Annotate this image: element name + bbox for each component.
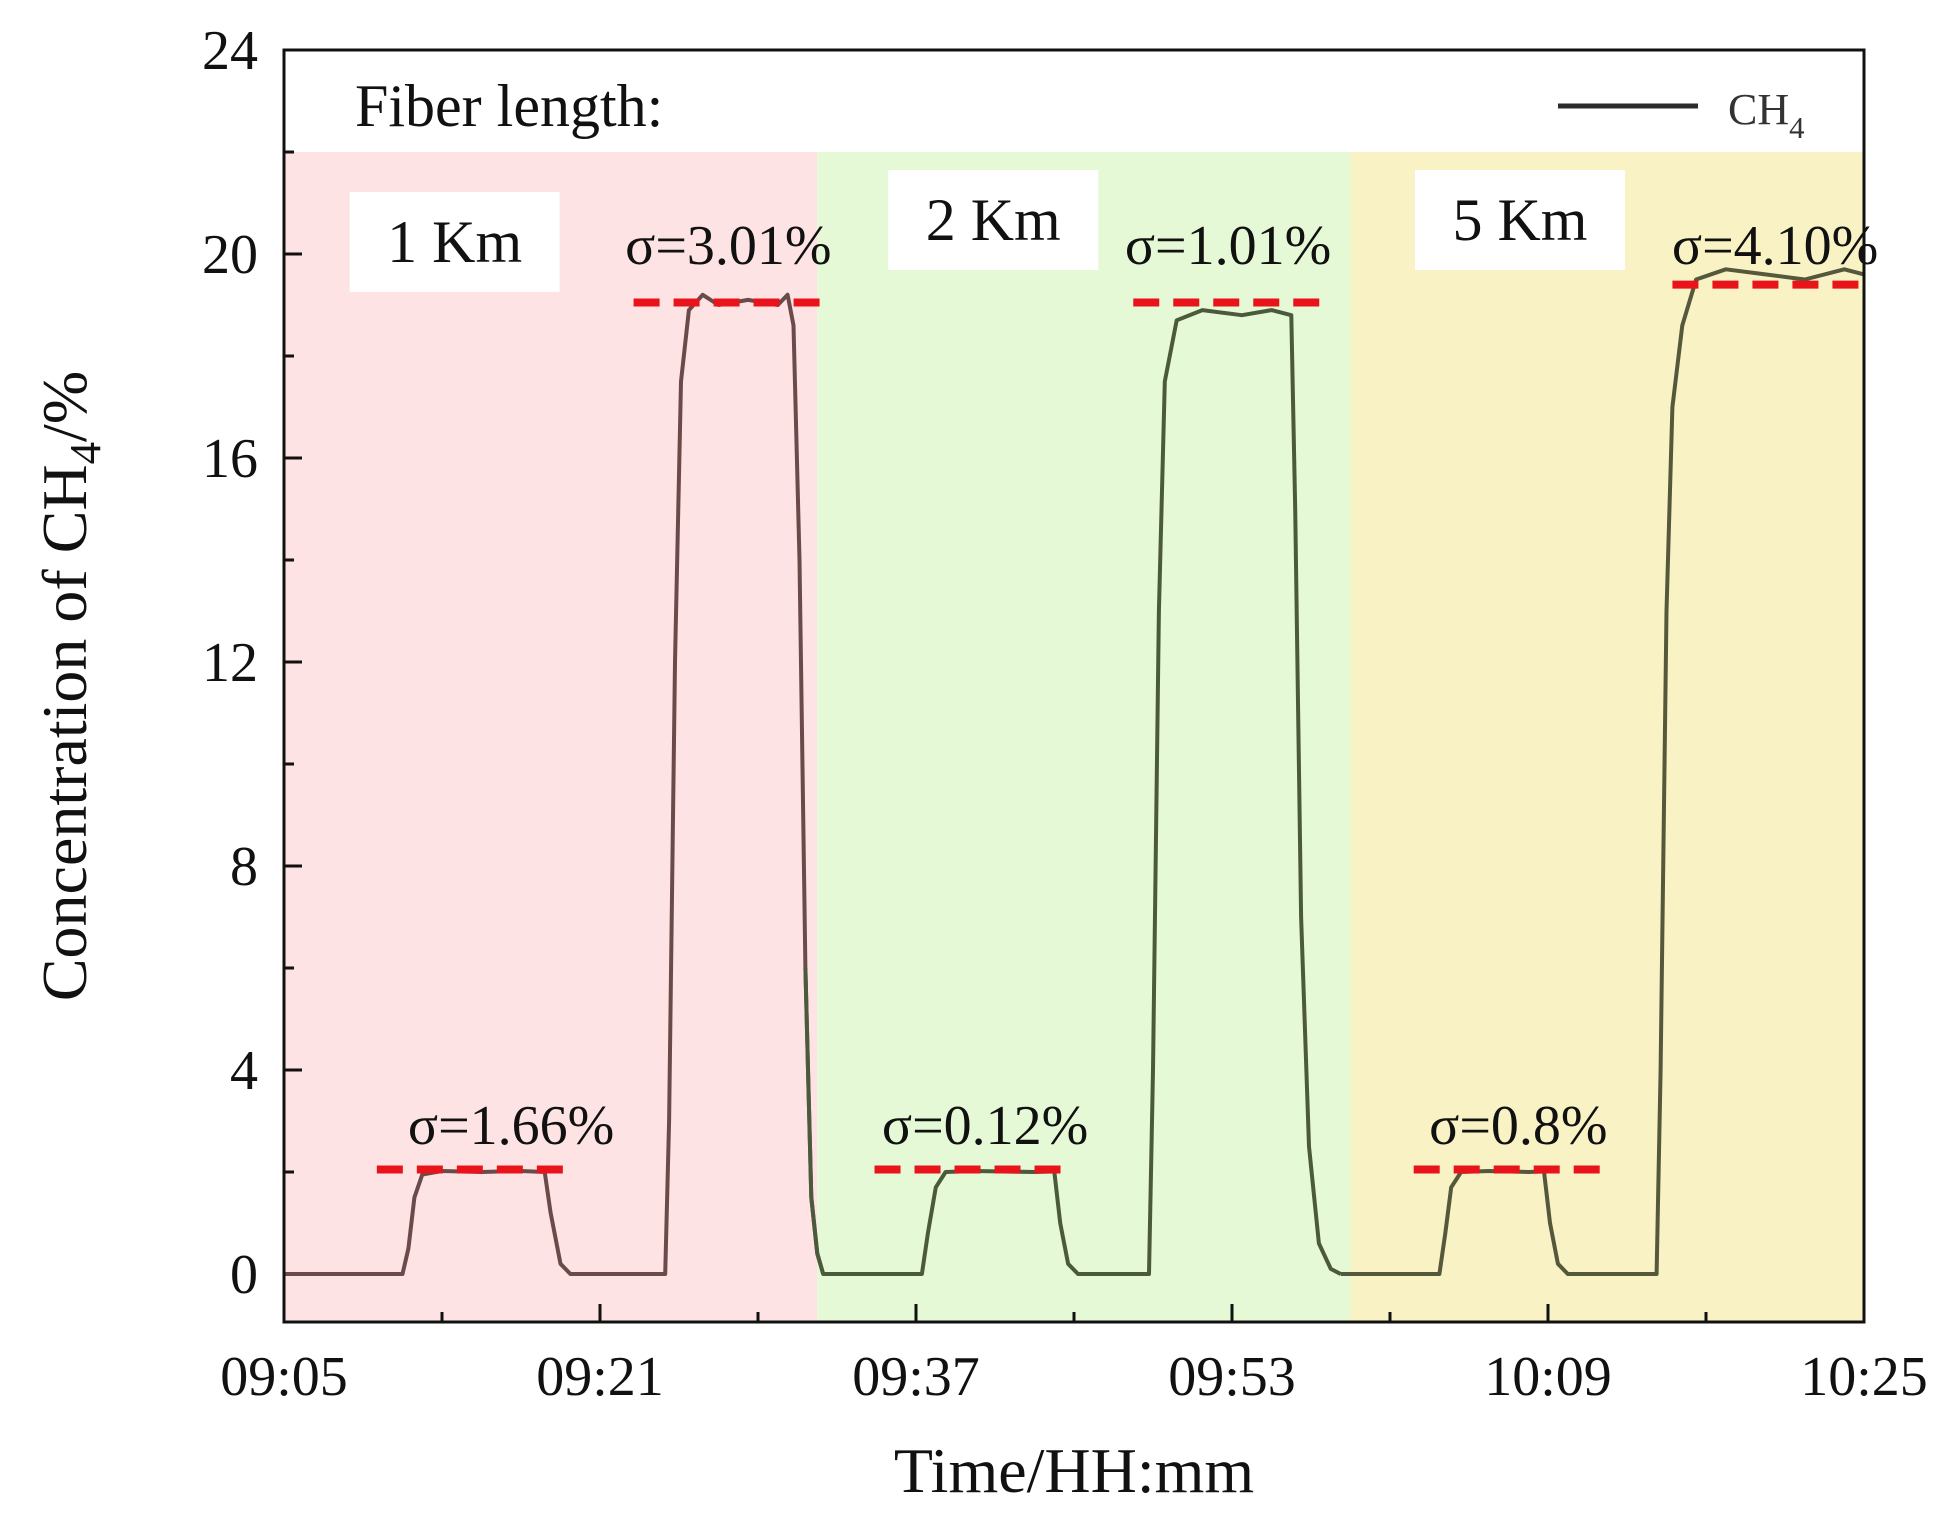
sigma-label-5: σ=0.8% [1429,1095,1607,1157]
ch4-line-segment-3 [1340,267,1865,1276]
y-tick-label-1: 4 [230,1040,258,1102]
ch4-line-segment-2 [803,308,1342,1276]
sigma-label-4: σ=1.01% [1125,215,1331,277]
x-tick-label-2: 09:37 [852,1346,980,1408]
y-axis-title: Concentration of CH4/% [29,371,110,1001]
region-band-3 [1350,152,1864,1322]
region-band-2 [817,152,1351,1322]
x-tick-labels: 09:05 09:21 09:37 09:53 10:09 10:25 [220,1346,1928,1408]
region-label-3: 5 Km [1452,187,1587,253]
y-tick-label-2: 8 [230,836,258,898]
region-labels: 1 Km 2 Km 5 Km [349,170,1625,292]
sigma-label-3: σ=0.12% [882,1095,1088,1157]
sigma-labels: σ=1.66% σ=3.01% σ=0.12% σ=1.01% σ=0.8% σ=4.10… [408,215,1878,1157]
fiber-length-regions [284,152,1864,1322]
y-tick-label-5: 20 [202,224,258,286]
region-label-2: 2 Km [926,187,1061,253]
legend: CH4 [1558,85,1805,145]
x-tick-label-1: 09:21 [536,1346,664,1408]
legend-label: CH4 [1728,85,1805,145]
sigma-lines [376,280,1864,1174]
region-band-1 [284,152,818,1322]
y-tick-label-3: 12 [202,632,258,694]
x-tick-label-5: 10:25 [1800,1346,1928,1408]
axis-ticks [282,48,1866,1322]
y-tick-label-4: 16 [202,428,258,490]
region-label-box-1 [349,192,560,292]
sigma-label-2: σ=3.01% [625,215,831,277]
x-tick-label-0: 09:05 [220,1346,348,1408]
plot-frame [282,48,1866,1324]
y-tick-labels: 0 4 8 12 16 20 24 [202,20,258,1306]
x-axis-title: Time/HH:mm [894,1435,1254,1506]
sigma-label-1: σ=1.66% [408,1095,614,1157]
x-tick-label-4: 10:09 [1484,1346,1612,1408]
x-tick-label-3: 09:53 [1168,1346,1296,1408]
y-tick-label-6: 24 [202,20,258,82]
region-label-box-3 [1414,170,1625,270]
fiber-length-header: Fiber length: [355,73,663,139]
region-label-1: 1 Km [387,209,522,275]
region-label-box-2 [888,170,1099,270]
y-tick-label-0: 0 [230,1244,258,1306]
sigma-label-6: σ=4.10% [1672,215,1878,277]
